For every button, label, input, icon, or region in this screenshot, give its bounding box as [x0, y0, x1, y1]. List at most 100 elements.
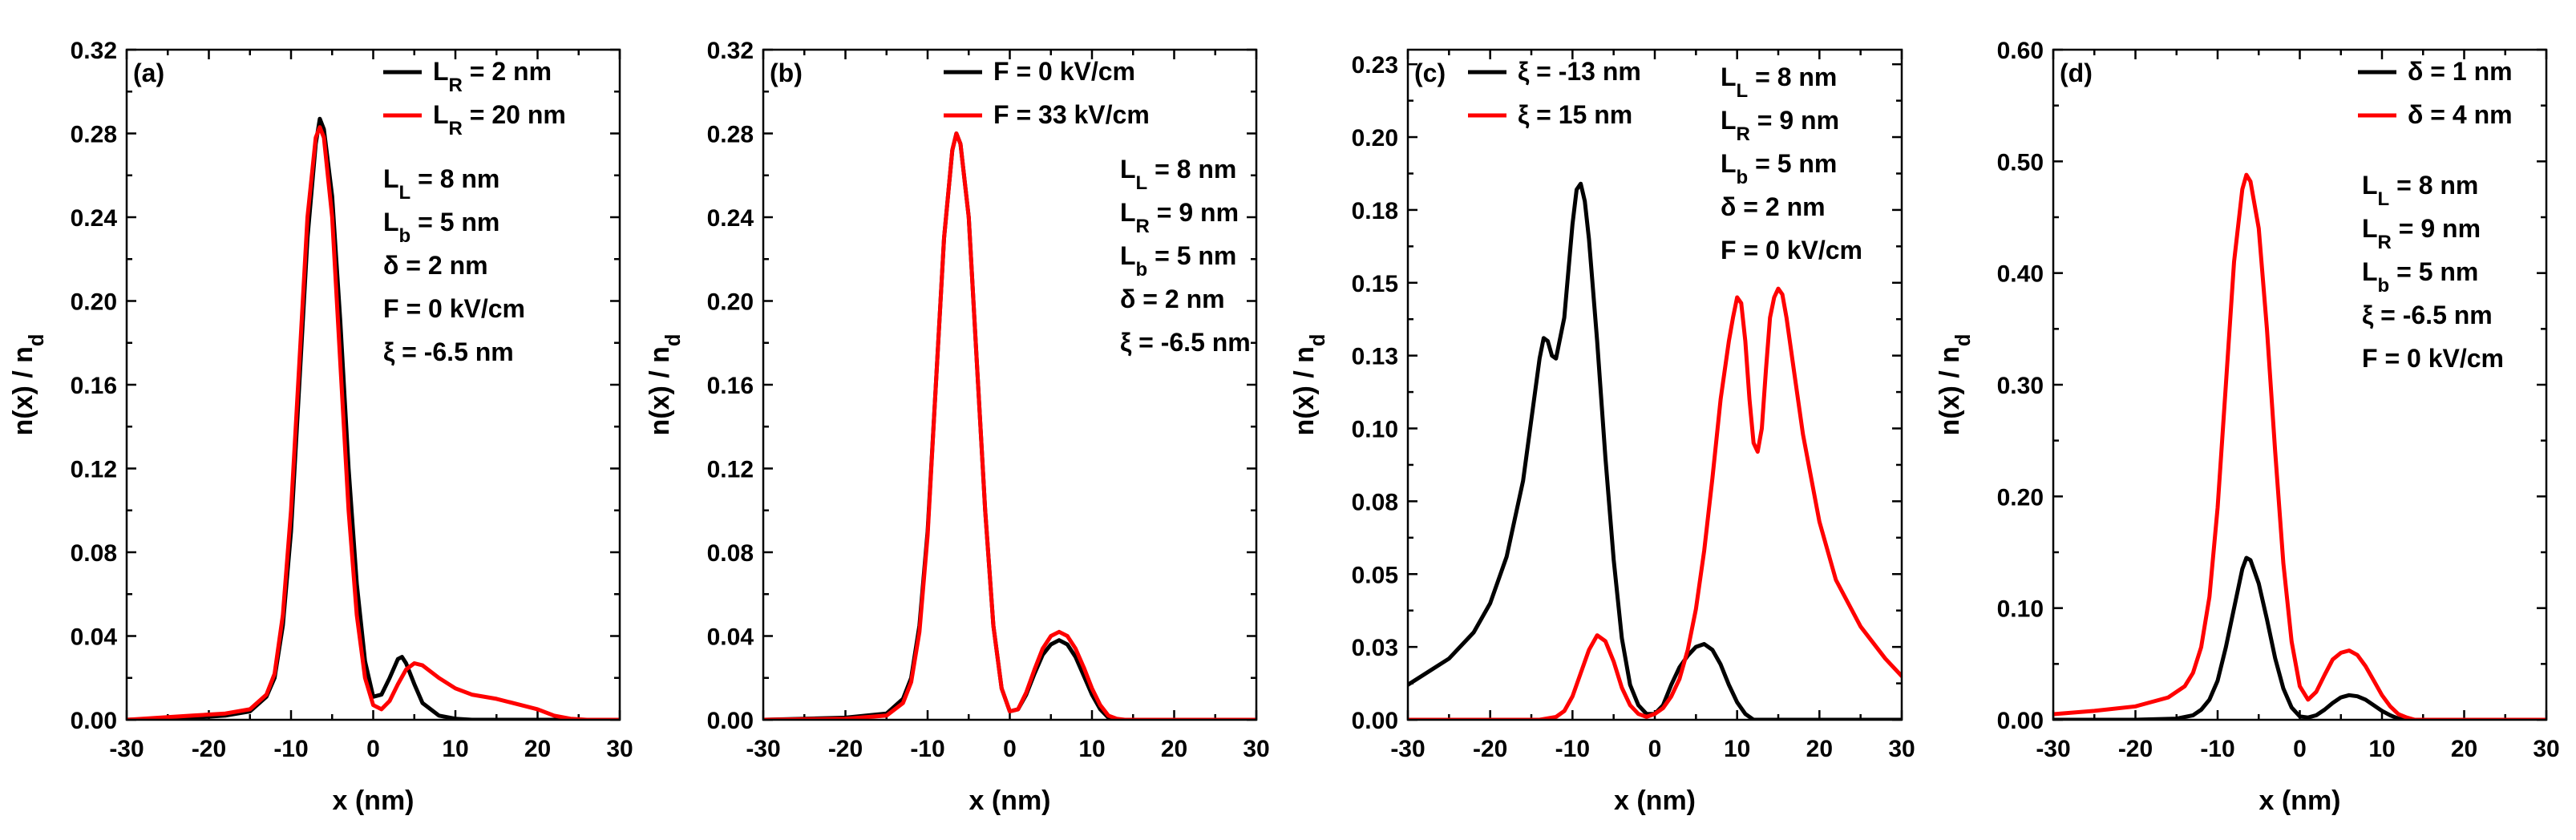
plot-frame: [1406, 48, 1903, 721]
parameter-notes: LL = 8 nm Lb = 5 nm δ = 2 nm F = 0 kV/cm ξ =…: [383, 164, 525, 366]
parameter-notes: LL = 8 nm LR = 9 nm Lb = 5 nm δ = 2 nm F = 0…: [1721, 63, 1862, 265]
x-tick-label: -30: [109, 736, 144, 762]
series-line-2: [2053, 172, 2546, 720]
y-tick-label: 0.28: [71, 122, 117, 148]
x-tick-label: 10: [2368, 736, 2395, 762]
y-tick-label: 0.18: [1352, 198, 1398, 224]
x-tick-label: 10: [1724, 736, 1750, 762]
y-tick-label: 0.32: [71, 38, 117, 64]
y-tick-label: 0.00: [71, 708, 117, 734]
y-axis-title: n(x) / nd: [8, 333, 48, 435]
parameter-note: Lb = 5 nm: [2362, 257, 2478, 297]
legend-label: LR = 20 nm: [433, 100, 566, 139]
legend: F = 0 kV/cm F = 33 kV/cm: [944, 57, 1150, 129]
y-tick-label: 0.60: [1997, 38, 2044, 64]
y-tick-label: 0.20: [1997, 484, 2044, 511]
x-tick-label: 0: [366, 736, 380, 762]
y-tick-label: 0.03: [1352, 635, 1398, 661]
x-tick-label: -30: [746, 736, 780, 762]
legend: LR = 2 nm LR = 20 nm: [383, 57, 566, 139]
y-axis-title: n(x) / nd: [1935, 333, 1975, 435]
y-tick-label: 0.15: [1352, 271, 1398, 297]
y-tick-label: 0.10: [1997, 596, 2044, 623]
panel-c: -30 -20 -10 0 10 20 30 0.00 0.03 0.05 0.08 0.10 0.13…: [1289, 48, 1915, 816]
panel-label: (d): [2060, 59, 2093, 87]
y-tick-label: 0.50: [1997, 149, 2044, 176]
x-tick-label: 0: [2293, 736, 2307, 762]
x-tick-label: 30: [1888, 736, 1915, 762]
series-line-2: [1408, 286, 1902, 720]
x-tick-label: -10: [273, 736, 308, 762]
parameter-note: LR = 9 nm: [2362, 214, 2481, 253]
y-axis-title: n(x) / nd: [1289, 333, 1329, 435]
x-tick-label: 10: [1078, 736, 1105, 762]
y-tick-label: 0.00: [1352, 708, 1398, 734]
x-axis-title: x (nm): [969, 785, 1051, 816]
parameter-note: F = 0 kV/cm: [383, 294, 525, 323]
panel-b: -30 -20 -10 0 10 20 30 0.00 0.04 0.08 0.12 0.16 0.20…: [645, 38, 1270, 816]
x-tick-label: 30: [1243, 736, 1269, 762]
x-axis-title: x (nm): [2259, 785, 2341, 816]
y-tick-label: 0.20: [707, 289, 754, 316]
parameter-note: LL = 8 nm: [2362, 171, 2478, 210]
parameter-note: Lb = 5 nm: [1721, 149, 1837, 188]
plot-frame: [125, 48, 621, 721]
plot-frame: [762, 48, 1258, 721]
x-tick-label: -10: [910, 736, 944, 762]
y-tick-label: 0.28: [707, 122, 754, 148]
panel-label: (b): [770, 59, 803, 87]
series-line-1: [127, 116, 620, 720]
parameter-note: LR = 9 nm: [1120, 198, 1239, 237]
x-tick-label: 30: [2533, 736, 2559, 762]
y-tick-label: 0.12: [71, 457, 117, 483]
series-line-1: [2053, 555, 2546, 720]
y-tick-label: 0.08: [71, 540, 117, 567]
panel-label: (a): [133, 59, 164, 87]
x-tick-label: 20: [1806, 736, 1833, 762]
legend: δ = 1 nm δ = 4 nm: [2358, 57, 2513, 129]
legend-label: F = 33 kV/cm: [993, 100, 1150, 129]
y-tick-label: 0.05: [1352, 562, 1398, 588]
panel-a: -30 -20 -10 0 10 20 30 0.00 0.04 0.08 0.12 0.16 0.20…: [8, 38, 633, 816]
legend-label: δ = 1 nm: [2408, 57, 2513, 86]
parameter-note: ξ = -6.5 nm: [2362, 301, 2493, 329]
parameter-note: ξ = -6.5 nm: [383, 337, 514, 366]
legend: ξ = -13 nm ξ = 15 nm: [1468, 57, 1641, 129]
y-tick-label: 0.16: [71, 373, 117, 399]
x-tick-label: -30: [1390, 736, 1425, 762]
parameter-note: LL = 8 nm: [383, 164, 499, 204]
y-tick-label: 0.00: [1997, 708, 2044, 734]
x-axis-title: x (nm): [1614, 785, 1696, 816]
x-tick-label: -20: [2118, 736, 2153, 762]
parameter-notes: LL = 8 nm LR = 9 nm Lb = 5 nm δ = 2 nm ξ = -…: [1120, 155, 1251, 357]
y-tick-label: 0.32: [707, 38, 754, 64]
parameter-note: Lb = 5 nm: [383, 208, 499, 247]
legend-label: F = 0 kV/cm: [993, 57, 1135, 86]
legend-label: δ = 4 nm: [2408, 100, 2513, 129]
x-tick-label: -20: [828, 736, 863, 762]
parameter-notes: LL = 8 nm LR = 9 nm Lb = 5 nm ξ = -6.5 nm F …: [2362, 171, 2504, 373]
y-tick-label: 0.04: [707, 624, 754, 651]
legend-label: ξ = -13 nm: [1518, 57, 1641, 86]
y-axis-title: n(x) / nd: [645, 333, 685, 435]
x-tick-label: -10: [2200, 736, 2234, 762]
parameter-note: δ = 2 nm: [1120, 285, 1225, 313]
x-axis-title: x (nm): [333, 785, 415, 816]
parameter-note: ξ = -6.5 nm: [1120, 328, 1251, 357]
x-tick-label: -10: [1555, 736, 1590, 762]
y-tick-label: 0.20: [71, 289, 117, 316]
parameter-note: δ = 2 nm: [383, 251, 488, 280]
y-tick-label: 0.10: [1352, 417, 1398, 443]
parameter-note: LL = 8 nm: [1120, 155, 1236, 194]
x-tick-label: -30: [2036, 736, 2070, 762]
parameter-note: F = 0 kV/cm: [2362, 344, 2504, 373]
y-tick-label: 0.13: [1352, 344, 1398, 370]
x-tick-label: -20: [192, 736, 226, 762]
x-tick-label: 0: [1648, 736, 1662, 762]
parameter-note: LR = 9 nm: [1721, 106, 1839, 145]
x-tick-label: 10: [442, 736, 468, 762]
parameter-note: LL = 8 nm: [1721, 63, 1837, 102]
y-tick-label: 0.24: [71, 205, 118, 232]
y-tick-label: 0.04: [71, 624, 118, 651]
